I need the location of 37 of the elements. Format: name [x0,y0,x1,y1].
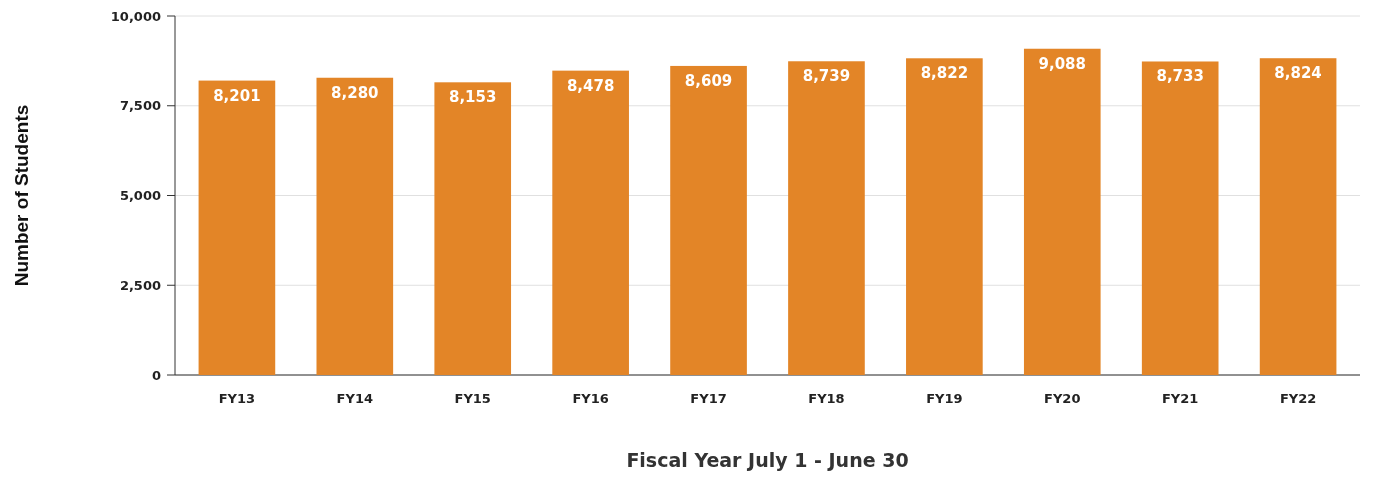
x-tick-label: FY15 [454,391,491,406]
data-label: 8,153 [449,88,497,107]
y-tick-label: 2,500 [119,277,161,293]
y-tick-label: 0 [151,367,161,383]
y-tick-label: 10,000 [110,8,161,24]
bar [434,82,512,375]
data-label: 8,822 [920,64,969,83]
x-tick-label: FY19 [926,391,963,406]
bar [1259,58,1337,375]
bar [198,80,276,375]
x-tick-label: FY22 [1279,391,1317,406]
bar [906,58,983,375]
bar [670,65,747,375]
x-tick-label: FY18 [808,391,845,406]
data-label: 9,088 [1038,54,1086,73]
x-tick-label: FY16 [572,391,609,406]
y-tick-label: 5,000 [119,188,161,204]
data-label: 8,609 [684,71,733,90]
data-label: 8,733 [1156,67,1204,86]
data-label: 8,478 [566,76,615,95]
data-label: 8,201 [213,86,261,105]
x-tick-label: FY13 [218,391,256,406]
bar [788,61,865,375]
x-tick-label: FY21 [1161,391,1199,406]
x-axis-title: Fiscal Year July 1 - June 30 [626,449,909,471]
x-tick-label: FY17 [690,391,727,406]
bar [316,77,394,375]
y-axis-title: Number of Students [11,104,32,287]
x-tick-label: FY14 [336,391,374,406]
data-label: 8,280 [331,83,379,102]
bar [1023,48,1101,375]
data-label: 8,824 [1274,64,1322,83]
x-tick-label: FY20 [1044,391,1081,406]
bar [1141,61,1219,375]
bar [552,70,629,375]
data-label: 8,739 [802,67,851,86]
y-tick-label: 7,500 [119,98,161,114]
